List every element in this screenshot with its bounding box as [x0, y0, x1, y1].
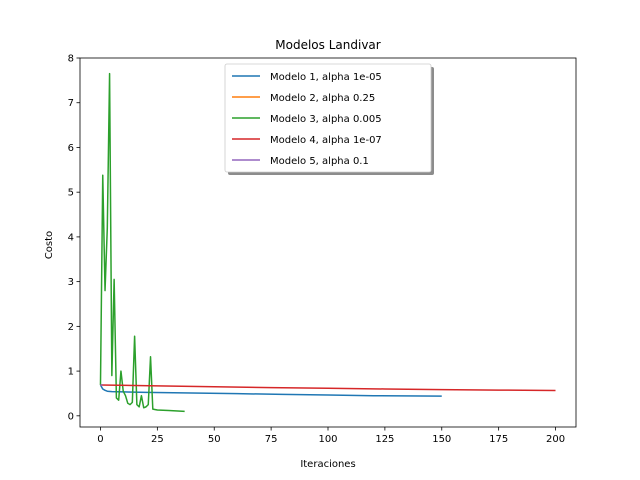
x-tick-label: 75 [265, 434, 278, 445]
x-tick-label: 125 [375, 434, 394, 445]
legend-box [224, 63, 432, 173]
legend: Modelo 1, alpha 1e-05 Modelo 2, alpha 0.2… [224, 63, 434, 175]
x-axis-label: Iteraciones [300, 459, 355, 470]
y-tick-label: 5 [68, 188, 74, 199]
y-tick-label: 2 [68, 322, 74, 333]
legend-label: Modelo 3, alpha 0.005 [270, 114, 382, 125]
x-tick-label: 50 [208, 434, 221, 445]
y-tick-label: 1 [68, 367, 74, 378]
legend-label: Modelo 2, alpha 0.25 [270, 93, 375, 104]
legend-label: Modelo 1, alpha 1e-05 [270, 72, 382, 83]
x-tick-label: 0 [97, 434, 103, 445]
y-axis-label: Costo [44, 231, 55, 259]
x-tick-label: 25 [151, 434, 164, 445]
y-tick-label: 3 [68, 277, 74, 288]
legend-label: Modelo 5, alpha 0.1 [270, 156, 369, 167]
plot-area [79, 57, 577, 428]
x-tick-label: 100 [318, 434, 337, 445]
y-tick-label: 8 [68, 54, 74, 65]
chart-title: Modelos Landivar [275, 38, 380, 52]
x-tick-label: 175 [489, 434, 508, 445]
series-line-1 [99, 384, 442, 397]
x-tick-label: 150 [432, 434, 451, 445]
series-line-3 [99, 72, 185, 413]
x-tick-label: 200 [546, 434, 565, 445]
legend-label: Modelo 4, alpha 1e-07 [270, 135, 382, 146]
y-tick-label: 4 [68, 232, 74, 243]
y-tick-label: 6 [68, 143, 74, 154]
series-line-4 [100, 384, 556, 392]
y-tick-label: 0 [68, 411, 74, 422]
y-tick-label: 7 [68, 98, 74, 109]
y-axis: 0 1 2 3 4 5 6 7 8 [68, 54, 80, 422]
x-axis: 0 25 50 75 100 125 150 175 200 [97, 427, 565, 445]
